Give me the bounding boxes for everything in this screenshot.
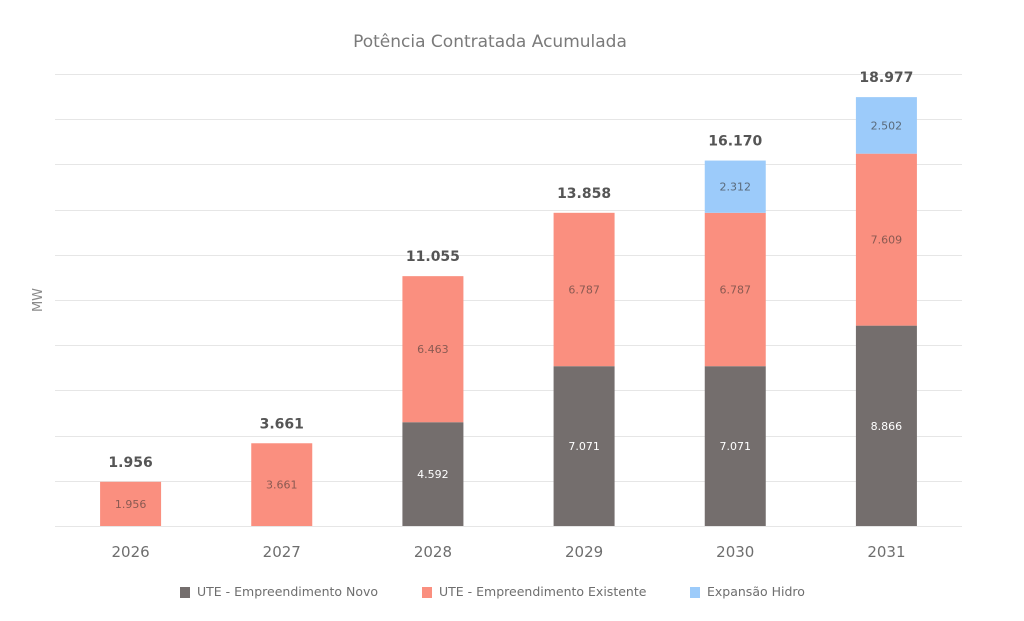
segment-label: 2.312 — [720, 181, 752, 194]
segment-label: 7.071 — [720, 440, 752, 453]
total-label: 11.055 — [406, 249, 460, 265]
bar-segment — [704, 160, 766, 213]
legend: UTE - Empreendimento Novo UTE - Empreendi… — [180, 584, 805, 599]
segment-label: 3.661 — [266, 479, 298, 492]
segment-label: 6.787 — [720, 284, 752, 297]
legend-item: UTE - Empreendimento Existente — [422, 584, 647, 599]
x-tick-label: 2030 — [716, 543, 754, 561]
bar-segment — [855, 325, 917, 526]
bar-segment — [251, 443, 313, 526]
legend-item: Expansão Hidro — [690, 584, 805, 599]
bar-segment — [704, 212, 766, 367]
legend-item: UTE - Empreendimento Novo — [180, 584, 378, 599]
bar-segment — [402, 276, 464, 423]
bar-segment — [855, 153, 917, 326]
chart-title: Potência Contratada Acumulada — [353, 32, 627, 52]
segment-label: 7.071 — [568, 440, 600, 453]
total-label: 1.956 — [108, 455, 152, 471]
bar-segment — [704, 366, 766, 526]
x-tick-label: 2028 — [414, 543, 452, 561]
x-axis-ticks: 2026 2027 2028 2029 2030 2031 — [111, 543, 905, 561]
legend-swatch — [422, 587, 432, 598]
bar-group-2028: 4.592 6.463 11.055 — [402, 249, 464, 526]
segment-label: 6.463 — [417, 343, 449, 356]
segment-label: 8.866 — [871, 420, 903, 433]
y-axis-label: MW — [31, 288, 46, 312]
x-tick-label: 2027 — [263, 543, 301, 561]
bar-group-2031: 8.866 7.609 2.502 18.977 — [855, 70, 917, 526]
x-tick-label: 2026 — [111, 543, 149, 561]
legend-label: UTE - Empreendimento Novo — [197, 584, 378, 599]
x-tick-label: 2029 — [565, 543, 603, 561]
total-label: 13.858 — [557, 186, 611, 202]
bars: 1.956 1.956 3.661 3.661 4.592 6.463 11.055 7.07… — [100, 70, 917, 526]
legend-swatch — [690, 587, 700, 598]
bar-segment — [553, 366, 615, 526]
bar-segment — [402, 422, 464, 526]
total-label: 16.170 — [708, 134, 762, 150]
bar-segment — [855, 97, 917, 154]
bar-segment — [100, 481, 162, 526]
bar-group-2030: 7.071 6.787 2.312 16.170 — [704, 134, 766, 526]
segment-label: 2.502 — [871, 119, 903, 132]
x-tick-label: 2031 — [867, 543, 905, 561]
bar-group-2027: 3.661 3.661 — [251, 416, 313, 526]
legend-swatch — [180, 587, 190, 598]
legend-label: UTE - Empreendimento Existente — [439, 584, 647, 599]
total-label: 3.661 — [260, 416, 304, 432]
segment-label: 7.609 — [871, 234, 903, 247]
gridlines — [55, 74, 962, 527]
total-label: 18.977 — [859, 70, 913, 86]
bar-group-2026: 1.956 1.956 — [100, 455, 162, 526]
bar-segment — [553, 212, 615, 367]
segment-label: 1.956 — [115, 498, 147, 511]
legend-label: Expansão Hidro — [707, 584, 805, 599]
bar-group-2029: 7.071 6.787 13.858 — [553, 186, 615, 526]
segment-label: 6.787 — [568, 284, 600, 297]
segment-label: 4.592 — [417, 468, 449, 481]
